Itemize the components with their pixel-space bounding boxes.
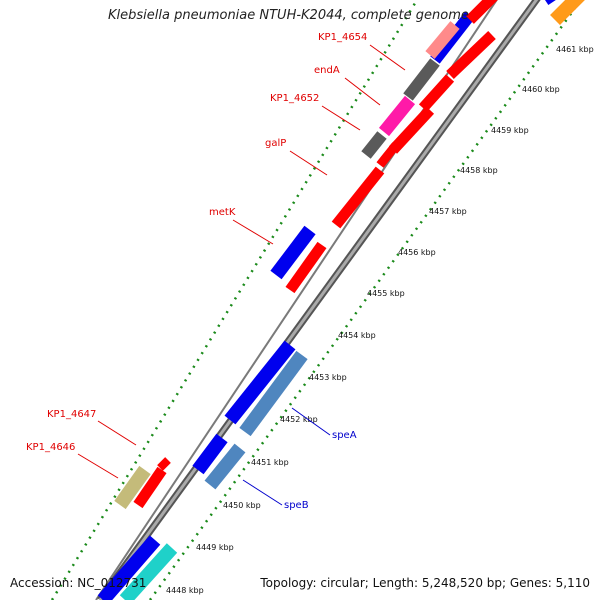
gene-feature-15 [378,95,416,137]
gene-label: KP1_4654 [318,32,367,43]
gene-label: KP1_4647 [47,409,96,420]
gene-feature-18 [418,74,455,112]
gene-feature-19 [430,11,475,64]
kbp-tick-label: 4461 kbp [556,45,594,54]
inner-dotted-track [148,7,577,600]
gene-label: endA [314,65,340,76]
kbp-tick-label: 4459 kbp [491,126,529,135]
kbp-tick-label: 4460 kbp [522,85,560,94]
gene-label-leader [242,479,283,506]
kbp-tick-label: 4448 kbp [166,586,204,595]
kbp-tick-label: 4454 kbp [338,331,376,340]
gene-label-leader [369,44,406,71]
kbp-tick-label: 4456 kbp [398,248,436,257]
gene-feature-13 [361,131,387,159]
kbp-tick-label: 4453 kbp [309,373,347,382]
kbp-tick-label: 4452 kbp [280,415,318,424]
gene-feature-4 [97,535,161,600]
gene-feature-9 [239,350,308,437]
gene-feature-3 [157,457,171,471]
gene-label: galP [265,138,286,149]
gene-feature-21 [446,31,496,79]
kbp-tick-label: 4458 kbp [460,166,498,175]
gene-feature-8 [224,340,296,425]
gene-feature-7 [204,443,246,490]
kbp-tick-label: 4451 kbp [251,458,289,467]
gene-feature-1 [114,465,151,510]
gene-label-leader [289,150,328,176]
gene-feature-22 [466,0,498,24]
gene-feature-6 [192,433,228,475]
gene-label-leader [344,77,381,106]
gene-feature-12 [331,166,385,229]
gene-label-leader [291,407,331,436]
gene-label: KP1_4646 [26,442,75,453]
accession-text: Accession: NC_012731 [10,576,147,590]
gene-label-leader [321,105,361,131]
gene-feature-10 [270,225,316,280]
topology-summary: Topology: circular; Length: 5,248,520 bp… [260,576,590,590]
gene-label: metK [209,207,236,218]
gene-feature-20 [425,21,460,59]
gene-label: speA [332,430,357,441]
backbone-line [98,0,539,600]
gene-feature-24 [550,0,585,25]
kbp-tick-label: 4450 kbp [223,501,261,510]
gene-feature-5 [119,543,178,600]
gene-label-leader [77,453,119,479]
gene-label: KP1_4652 [270,93,319,104]
kbp-tick-label: 4457 kbp [429,207,467,216]
gene-feature-2 [133,466,167,509]
gene-label: speB [284,500,309,511]
map-title: Klebsiella pneumoniae NTUH-K2044, comple… [108,8,469,23]
gene-feature-11 [285,241,327,294]
gene-label-leader [97,420,137,446]
gene-feature-17 [403,58,440,101]
kbp-tick-label: 4455 kbp [367,289,405,298]
kbp-tick-label: 4449 kbp [196,543,234,552]
gene-feature-16 [388,106,435,154]
gene-label-leader [232,219,274,245]
